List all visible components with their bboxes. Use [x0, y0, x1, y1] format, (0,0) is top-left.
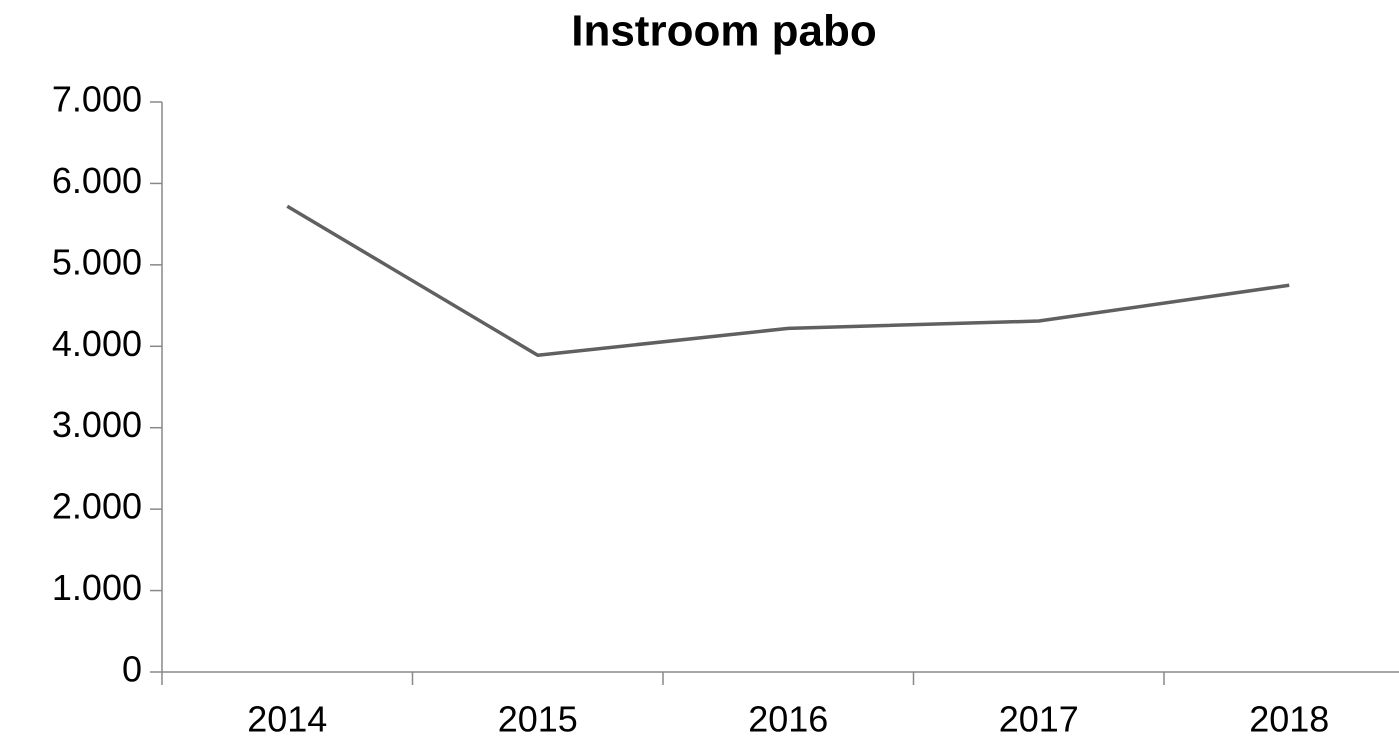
y-tick-label: 4.000 [52, 323, 142, 364]
y-tick-label: 6.000 [52, 160, 142, 201]
y-tick-label: 5.000 [52, 241, 142, 282]
y-tick-label: 1.000 [52, 567, 142, 608]
y-tick-label: 0 [122, 649, 142, 690]
x-tick-label: 2014 [247, 699, 327, 740]
x-tick-label: 2017 [999, 699, 1079, 740]
x-tick-label: 2016 [748, 699, 828, 740]
y-tick-label: 2.000 [52, 486, 142, 527]
x-tick-label: 2018 [1249, 699, 1329, 740]
y-tick-label: 7.000 [52, 79, 142, 120]
chart-title: Instroom pabo [571, 7, 877, 56]
line-series [286, 204, 1290, 357]
y-tick-label: 3.000 [52, 404, 142, 445]
x-tick-label: 2015 [498, 699, 578, 740]
